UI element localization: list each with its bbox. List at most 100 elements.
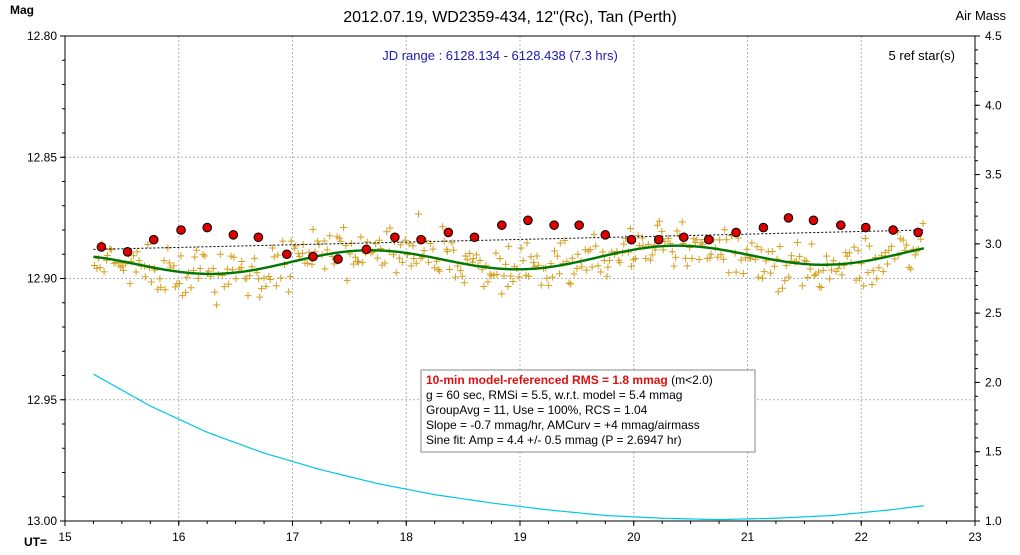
- measurement-point: [156, 275, 164, 283]
- measurement-point: [588, 263, 596, 271]
- measurement-point: [873, 275, 881, 283]
- measurement-point: [798, 282, 806, 290]
- measurement-point: [225, 280, 233, 288]
- measurement-point: [887, 242, 895, 250]
- air-mass-series: [93, 373, 924, 521]
- measurement-point: [93, 264, 101, 272]
- jd-range-annotation: JD range : 6128.134 - 6128.438 (7.3 hrs): [382, 48, 618, 63]
- measurement-point: [543, 274, 551, 282]
- measurement-point: [743, 245, 751, 253]
- measurement-point: [502, 260, 510, 268]
- measurement-point: [160, 257, 168, 265]
- air-mass-curve: [93, 373, 924, 521]
- measurement-point: [845, 249, 853, 257]
- group-average-point: [202, 222, 212, 233]
- measurement-point: [420, 247, 428, 255]
- measurement-point: [664, 234, 672, 242]
- measurement-point: [655, 217, 663, 225]
- measurement-point: [865, 242, 873, 250]
- measurement-point: [132, 268, 140, 276]
- measurement-point: [770, 262, 778, 270]
- measurement-point: [527, 253, 535, 261]
- measurement-point: [695, 256, 703, 264]
- measurement-point: [758, 274, 766, 282]
- x-tick-label: 16: [172, 530, 186, 544]
- measurement-point: [130, 252, 138, 260]
- measurement-point: [810, 272, 818, 280]
- measurement-point: [760, 268, 768, 276]
- measurement-point: [819, 266, 827, 274]
- info-line-4: Slope = -0.7 mmag/hr, AMCurv = +4 mmag/a…: [426, 418, 700, 432]
- measurement-point: [500, 272, 508, 280]
- group-average-point: [758, 222, 769, 233]
- y-left-tick-label: 13.00: [27, 514, 57, 528]
- measurement-point: [806, 265, 814, 273]
- y-right-tick-label: 3.0: [985, 237, 1002, 251]
- measurement-point: [653, 221, 661, 229]
- measurement-point: [530, 259, 538, 267]
- measurement-point: [191, 253, 199, 261]
- measurement-point: [480, 282, 488, 290]
- measurement-point: [788, 252, 796, 260]
- measurement-point: [668, 248, 676, 256]
- measurement-point: [141, 273, 149, 281]
- group-average-point: [361, 244, 372, 255]
- measurement-point: [424, 258, 432, 266]
- group-average-point: [626, 234, 637, 245]
- measurement-point: [774, 288, 782, 296]
- measurement-point: [244, 292, 252, 300]
- left-axis-label: Mag: [10, 3, 34, 17]
- measurement-point: [232, 275, 240, 283]
- measurement-point: [486, 270, 494, 278]
- measurement-point: [505, 242, 513, 250]
- x-tick-label: 21: [741, 530, 755, 544]
- group-average-point: [176, 225, 186, 235]
- measurement-point: [266, 275, 274, 283]
- measurement-point: [776, 242, 784, 250]
- x-tick-label: 23: [968, 530, 982, 544]
- measurement-point: [326, 232, 334, 240]
- measurement-point: [187, 284, 195, 292]
- measurement-point: [383, 228, 391, 236]
- measurement-point: [401, 236, 409, 244]
- x-axis-label: UT=: [24, 535, 47, 549]
- measurement-point: [551, 247, 559, 255]
- measurement-point: [578, 263, 586, 271]
- measurement-point: [201, 252, 209, 260]
- group-average-point: [704, 234, 714, 245]
- measurement-point: [255, 275, 263, 283]
- measurement-point: [96, 264, 104, 272]
- measurement-point: [118, 262, 126, 270]
- group-average-point: [574, 220, 584, 230]
- measurement-point: [161, 286, 169, 294]
- measurement-point: [349, 260, 357, 268]
- info-line-2: g = 60 sec, RMSi = 5.5, w.r.t. model = 5…: [426, 388, 682, 402]
- measurement-point: [732, 268, 740, 276]
- measurement-point: [768, 248, 776, 256]
- measurement-point: [631, 255, 639, 263]
- group-average-point: [253, 232, 264, 243]
- trend-line-series: [93, 229, 924, 250]
- measurement-point: [171, 283, 179, 291]
- measurement-point: [525, 272, 533, 280]
- measurement-point: [270, 253, 278, 261]
- measurement-point: [472, 251, 480, 259]
- measurement-point: [828, 266, 836, 274]
- measurement-point: [439, 223, 447, 231]
- info-line-3: GroupAvg = 11, Use = 100%, RCS = 1.04: [426, 403, 648, 417]
- group-average-point: [679, 232, 689, 243]
- measurement-point: [415, 210, 423, 218]
- measurement-point: [392, 269, 400, 277]
- measurement-point: [767, 269, 775, 277]
- measurement-point: [533, 252, 541, 260]
- measurement-point: [304, 259, 312, 267]
- measurement-point: [260, 274, 268, 282]
- measurement-point: [357, 233, 365, 241]
- measurement-point: [716, 236, 724, 244]
- y-right-tick-label: 2.5: [985, 306, 1002, 320]
- info-rms-value: 10-min model-referenced RMS = 1.8 mmag: [426, 373, 668, 387]
- y-right-tick-label: 3.5: [985, 168, 1002, 182]
- measurement-point: [707, 250, 715, 258]
- measurement-point: [523, 239, 531, 247]
- measurement-point: [177, 252, 185, 260]
